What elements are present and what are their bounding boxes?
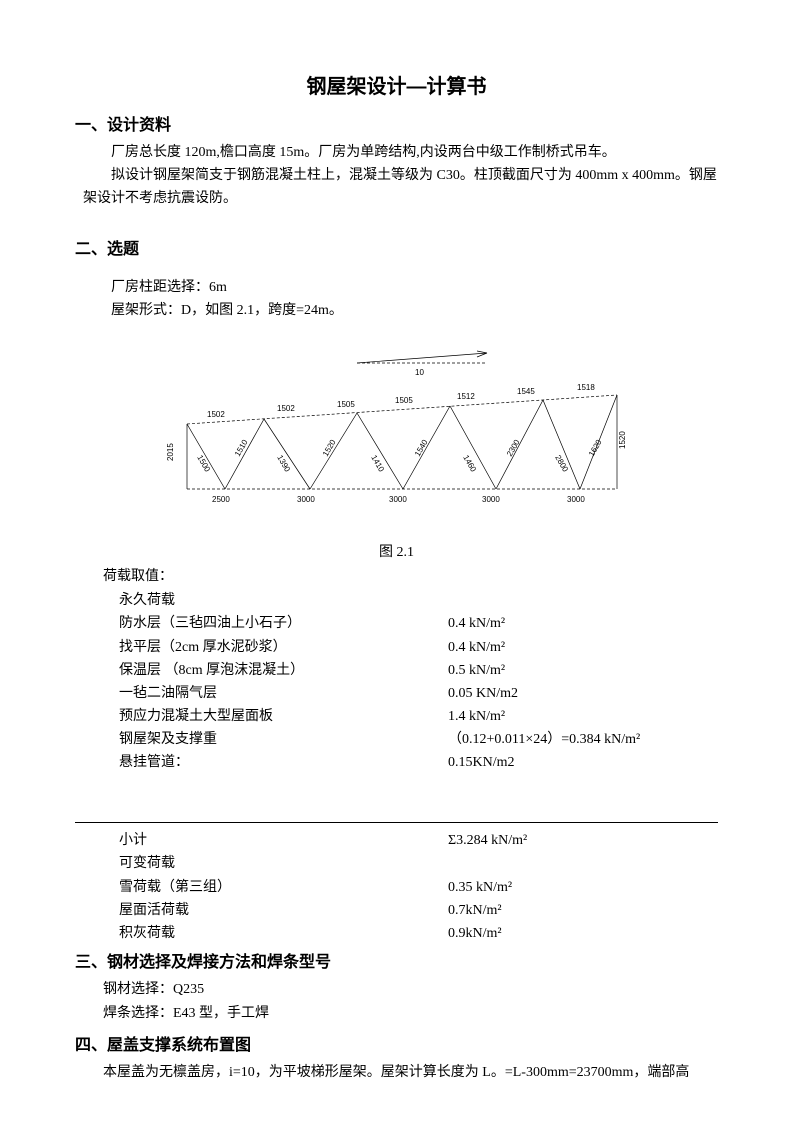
divider-line xyxy=(75,822,718,823)
section3-heading: 三、钢材选择及焊接方法和焊条型号 xyxy=(75,949,718,976)
perm-value-3: 0.05 KN/m2 xyxy=(448,682,718,705)
arrow-label: 10 xyxy=(415,368,424,377)
svg-text:3000: 3000 xyxy=(297,495,315,504)
svg-text:1500: 1500 xyxy=(195,454,212,474)
section2-p1: 厂房柱距选择：6m xyxy=(83,276,718,300)
svg-text:1502: 1502 xyxy=(207,410,225,419)
section4-p1: 本屋盖为无檩盖房，i=10，为平坡梯形屋架。屋架计算长度为 L。=L-300mm… xyxy=(103,1061,718,1085)
truss-figure: 10 2500 30 xyxy=(75,339,718,533)
svg-text:1540: 1540 xyxy=(412,438,429,458)
perm-row-3: 一毡二油隔气层 0.05 KN/m2 xyxy=(103,682,718,705)
svg-text:1512: 1512 xyxy=(457,392,475,401)
var-row-1: 屋面活荷载 0.7kN/m² xyxy=(103,899,718,922)
svg-text:3000: 3000 xyxy=(567,495,585,504)
perm-row-1: 找平层（2cm 厚水泥砂浆） 0.4 kN/m² xyxy=(103,636,718,659)
svg-text:1502: 1502 xyxy=(277,404,295,413)
perm-value-2: 0.5 kN/m² xyxy=(448,659,718,682)
svg-text:3000: 3000 xyxy=(389,495,407,504)
truss-svg: 10 2500 30 xyxy=(157,339,637,524)
section4-heading: 四、屋盖支撑系统布置图 xyxy=(75,1032,718,1059)
svg-text:2300: 2300 xyxy=(504,438,521,458)
section1-p1: 厂房总长度 120m,檐口高度 15m。厂房为单跨结构,内设两台中级工作制桥式吊… xyxy=(83,141,718,164)
svg-text:1620: 1620 xyxy=(586,438,603,458)
svg-text:1505: 1505 xyxy=(395,396,413,405)
svg-text:1518: 1518 xyxy=(577,383,595,392)
section1-heading: 一、设计资料 xyxy=(75,112,718,139)
var-loads-title: 可变荷载 xyxy=(119,852,718,876)
var-row-0: 雪荷载（第三组） 0.35 kN/m² xyxy=(103,876,718,899)
perm-value-0: 0.4 kN/m² xyxy=(448,612,718,635)
perm-label-6: 悬挂管道： xyxy=(103,751,448,774)
perm-row-2: 保温层 （8cm 厚泡沫混凝土） 0.5 kN/m² xyxy=(103,659,718,682)
section3-p1: 钢材选择：Q235 xyxy=(103,978,718,1002)
svg-text:1520: 1520 xyxy=(618,431,627,449)
var-value-2: 0.9kN/m² xyxy=(448,922,718,945)
svg-text:1390: 1390 xyxy=(275,454,292,474)
section3-p2: 焊条选择：E43 型，手工焊 xyxy=(103,1002,718,1026)
perm-label-3: 一毡二油隔气层 xyxy=(103,682,448,705)
svg-text:1505: 1505 xyxy=(337,400,355,409)
perm-row-5: 钢屋架及支撑重 （0.12+0.011×24）=0.384 kN/m² xyxy=(103,728,718,751)
perm-value-4: 1.4 kN/m² xyxy=(448,705,718,728)
perm-value-1: 0.4 kN/m² xyxy=(448,636,718,659)
figure-caption: 图 2.1 xyxy=(75,541,718,565)
var-label-2: 积灰荷载 xyxy=(103,922,448,945)
svg-text:1510: 1510 xyxy=(232,438,249,458)
var-value-1: 0.7kN/m² xyxy=(448,899,718,922)
subtotal-value: Σ3.284 kN/m² xyxy=(448,829,718,852)
perm-row-4: 预应力混凝土大型屋面板 1.4 kN/m² xyxy=(103,705,718,728)
perm-label-1: 找平层（2cm 厚水泥砂浆） xyxy=(103,636,448,659)
svg-text:2500: 2500 xyxy=(212,495,230,504)
subtotal-label: 小计 xyxy=(103,829,448,852)
loads-title: 荷载取值： xyxy=(103,565,718,589)
perm-value-5: （0.12+0.011×24）=0.384 kN/m² xyxy=(448,728,718,751)
svg-text:2015: 2015 xyxy=(166,443,175,461)
var-label-1: 屋面活荷载 xyxy=(103,899,448,922)
perm-label-5: 钢屋架及支撑重 xyxy=(103,728,448,751)
perm-loads-title: 永久荷载 xyxy=(119,589,718,613)
svg-text:1545: 1545 xyxy=(517,387,535,396)
var-label-0: 雪荷载（第三组） xyxy=(103,876,448,899)
perm-label-0: 防水层（三毡四油上小石子） xyxy=(103,612,448,635)
page-title: 钢屋架设计—计算书 xyxy=(75,70,718,104)
svg-text:1460: 1460 xyxy=(461,454,478,474)
perm-value-6: 0.15KN/m2 xyxy=(448,751,718,774)
section2-heading: 二、选题 xyxy=(75,236,718,263)
section2-p2: 屋架形式：D，如图 2.1，跨度=24m。 xyxy=(83,299,718,323)
section1-p2: 拟设计钢屋架简支于钢筋混凝土柱上，混凝土等级为 C30。柱顶截面尺寸为 400m… xyxy=(83,164,718,210)
subtotal-row: 小计 Σ3.284 kN/m² xyxy=(103,829,718,852)
perm-label-2: 保温层 （8cm 厚泡沫混凝土） xyxy=(103,659,448,682)
var-value-0: 0.35 kN/m² xyxy=(448,876,718,899)
perm-row-0: 防水层（三毡四油上小石子） 0.4 kN/m² xyxy=(103,612,718,635)
perm-row-6: 悬挂管道： 0.15KN/m2 xyxy=(103,751,718,774)
var-row-2: 积灰荷载 0.9kN/m² xyxy=(103,922,718,945)
svg-text:2800: 2800 xyxy=(553,454,570,474)
svg-text:3000: 3000 xyxy=(482,495,500,504)
perm-label-4: 预应力混凝土大型屋面板 xyxy=(103,705,448,728)
